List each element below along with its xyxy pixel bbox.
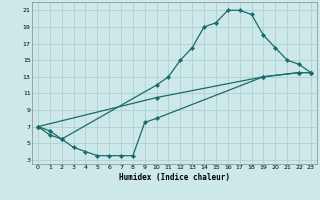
X-axis label: Humidex (Indice chaleur): Humidex (Indice chaleur) bbox=[119, 173, 230, 182]
